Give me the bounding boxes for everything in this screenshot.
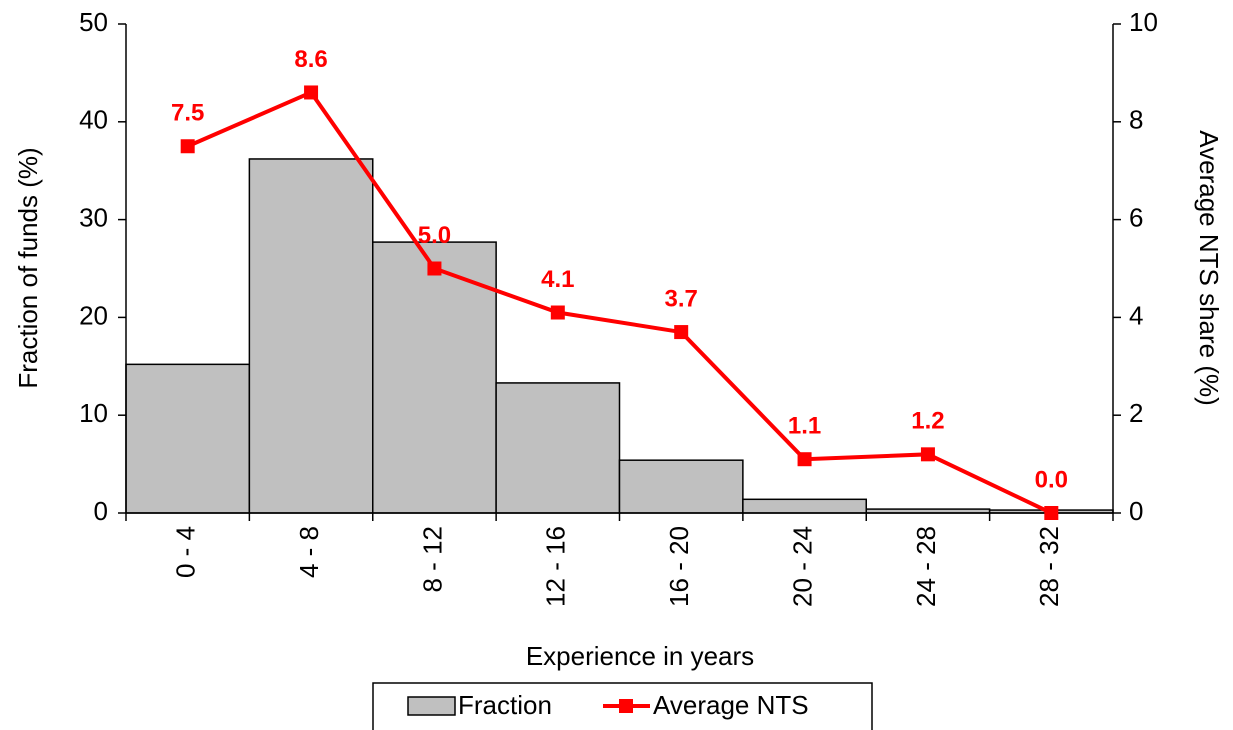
- bar: [248, 158, 374, 514]
- bar: [495, 382, 621, 514]
- bar: [372, 241, 497, 514]
- marker: [1044, 506, 1059, 520]
- value-label: 4.1: [541, 266, 574, 293]
- bar: [125, 363, 251, 514]
- y2-tick-label: 4: [1129, 300, 1143, 330]
- y2-tick-label: 6: [1129, 202, 1143, 232]
- legend-label: Average NTS: [653, 690, 809, 720]
- value-label: 8.6: [294, 46, 327, 73]
- marker: [920, 447, 935, 462]
- y-tick-label: 20: [79, 300, 108, 330]
- x-tick-label: 4 - 8: [294, 526, 324, 578]
- bar: [618, 459, 744, 514]
- marker: [180, 139, 195, 154]
- x-tick-label: 28 - 32: [1034, 526, 1064, 607]
- value-label: 0.0: [1035, 466, 1068, 493]
- y2-tick-label: 2: [1129, 398, 1143, 428]
- y2-tick-label: 0: [1129, 496, 1143, 526]
- marker: [797, 452, 812, 467]
- value-label: 1.2: [911, 408, 944, 435]
- y2-tick-label: 8: [1129, 105, 1143, 135]
- marker: [427, 261, 442, 276]
- x-tick-label: 8 - 12: [417, 526, 447, 593]
- y-tick-label: 30: [79, 202, 108, 232]
- y-tick-label: 40: [79, 105, 108, 135]
- legend-swatch: [407, 696, 456, 716]
- bar: [742, 498, 867, 514]
- marker: [304, 85, 319, 100]
- value-label: 5.0: [418, 222, 451, 249]
- x-tick-label: 20 - 24: [787, 526, 817, 607]
- x-tick-label: 24 - 28: [911, 526, 941, 607]
- x-tick-label: 16 - 20: [664, 526, 694, 607]
- x-axis-title: Experience in years: [526, 641, 754, 671]
- marker: [550, 305, 565, 320]
- y-tick-label: 10: [79, 398, 108, 428]
- x-tick-label: 0 - 4: [171, 526, 201, 578]
- line: [186, 89, 1053, 515]
- y-axis-title: Fraction of funds (%): [13, 147, 43, 388]
- legend-swatch: [619, 699, 633, 713]
- marker: [674, 325, 689, 340]
- value-label: 1.1: [788, 413, 821, 440]
- value-label: 3.7: [665, 285, 698, 312]
- y2-tick-label: 10: [1129, 7, 1158, 37]
- legend-box: [372, 682, 873, 730]
- x-tick-label: 12 - 16: [541, 526, 571, 607]
- y-tick-label: 50: [79, 7, 108, 37]
- value-label: 7.5: [171, 100, 204, 127]
- legend-label: Fraction: [458, 690, 552, 720]
- y-tick-label: 0: [94, 496, 108, 526]
- y2-axis-title: Average NTS share (%): [1194, 130, 1224, 406]
